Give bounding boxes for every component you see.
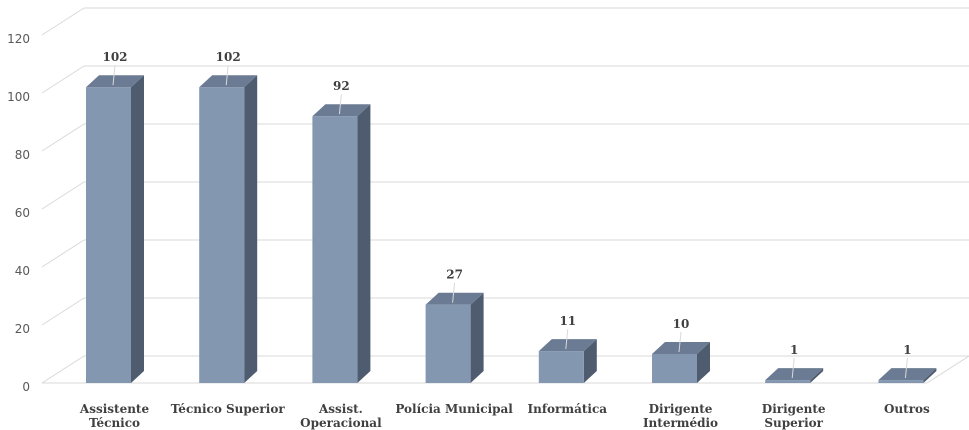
bar-top xyxy=(878,368,937,381)
category-label-line: Técnico xyxy=(89,416,140,430)
bar-side xyxy=(357,104,371,383)
bar xyxy=(765,368,824,383)
data-label-leader xyxy=(112,65,116,86)
bar-top xyxy=(538,339,597,352)
y-tick-label: 60 xyxy=(15,206,30,220)
data-label: 102 xyxy=(102,50,127,64)
bar-top xyxy=(652,342,710,354)
data-label: 10 xyxy=(673,317,690,331)
gridline-diagonal xyxy=(41,7,85,36)
bar-side xyxy=(470,292,484,383)
category-label: Informática xyxy=(528,402,608,416)
bar-front xyxy=(312,116,358,383)
y-tick-label: 120 xyxy=(7,32,30,46)
y-tick-label: 100 xyxy=(7,90,30,104)
bar-side xyxy=(131,75,144,383)
y-tick-label: 40 xyxy=(15,264,30,278)
category-label: Técnico Superior xyxy=(171,402,286,416)
category-label-line: Dirigente xyxy=(762,402,826,416)
category-label-line: Dirigente xyxy=(649,402,713,416)
data-label-leader xyxy=(791,358,795,379)
bar xyxy=(199,75,258,383)
gridline-diagonal xyxy=(41,123,85,152)
category-label-line: Operacional xyxy=(300,416,382,430)
floor-side-edge xyxy=(926,355,969,384)
bar xyxy=(425,292,484,383)
category-label-line: Intermédio xyxy=(643,416,718,430)
bar-front xyxy=(765,380,811,383)
data-label: 27 xyxy=(446,268,463,282)
category-label: Assistente Técnico xyxy=(79,402,150,430)
y-tick-label: 0 xyxy=(22,380,30,394)
data-label: 102 xyxy=(216,50,241,64)
data-label-leader xyxy=(678,331,682,353)
data-label-leader xyxy=(452,282,456,303)
bar-front xyxy=(652,354,697,383)
gridline-diagonal xyxy=(41,181,85,210)
data-label-leader xyxy=(565,329,569,350)
bar-top xyxy=(765,368,824,381)
bar-side xyxy=(697,342,710,383)
gridline-diagonal xyxy=(41,239,85,268)
bar-front xyxy=(425,304,471,383)
category-label: Dirigente Superior xyxy=(762,402,826,430)
bar xyxy=(538,339,597,383)
grid-layer xyxy=(41,7,969,384)
category-label-line: Assistente xyxy=(79,402,150,416)
data-label-leader xyxy=(904,358,908,379)
bar xyxy=(312,104,371,383)
bar-side xyxy=(244,75,258,383)
bar-front xyxy=(199,87,245,383)
bar-front xyxy=(878,380,924,383)
y-axis: 0 20 40 60 80 100 120 xyxy=(7,32,30,394)
data-label: 1 xyxy=(903,343,911,357)
category-label-line: Informática xyxy=(528,402,608,416)
category-label-line: Polícia Municipal xyxy=(395,402,513,416)
bar-top xyxy=(199,75,258,88)
y-tick-label: 20 xyxy=(15,322,30,336)
gridline-diagonal xyxy=(41,297,85,326)
category-label: Dirigente Intermédio xyxy=(643,402,718,430)
category-label-line: Outros xyxy=(884,402,930,416)
category-label: Assist. Operacional xyxy=(300,402,382,430)
data-label: 92 xyxy=(333,79,350,93)
data-label-leader xyxy=(225,65,229,86)
category-label: Polícia Municipal xyxy=(395,402,513,416)
bar-front xyxy=(86,87,131,383)
gridline-diagonal xyxy=(41,355,85,384)
category-label-line: Assist. xyxy=(318,402,363,416)
bar-top xyxy=(425,292,484,305)
bar-top xyxy=(86,75,144,88)
y-tick-label: 80 xyxy=(15,148,30,162)
gridline-diagonal xyxy=(41,65,85,94)
bar-side xyxy=(583,339,597,383)
bars xyxy=(86,75,937,383)
bar xyxy=(652,342,710,383)
bar-side xyxy=(923,368,937,383)
bar xyxy=(878,368,937,383)
category-label-line: Superior xyxy=(764,416,823,430)
data-label: 11 xyxy=(559,314,576,328)
category-label-line: Técnico Superior xyxy=(171,402,286,416)
bar-top xyxy=(312,104,371,117)
bar-front xyxy=(538,351,584,383)
bar xyxy=(86,75,144,383)
data-label-leader xyxy=(338,94,342,115)
data-label: 1 xyxy=(790,343,798,357)
bar-side xyxy=(810,368,824,383)
category-label: Outros xyxy=(884,402,930,416)
